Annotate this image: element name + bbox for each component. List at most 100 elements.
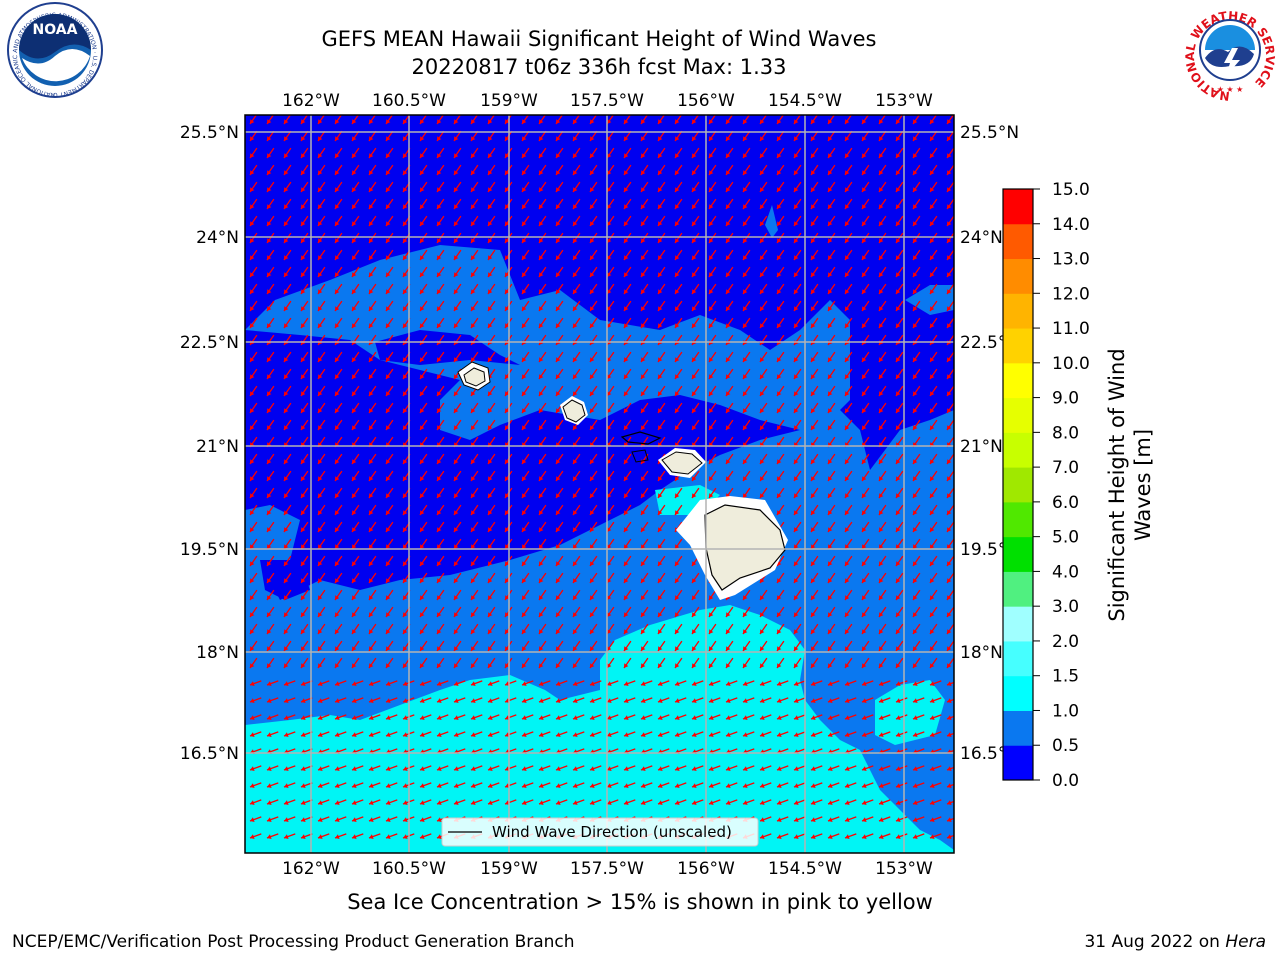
wind-arrow-head: [930, 119, 935, 124]
ocean-mid-patch: [765, 205, 778, 238]
wind-arrow-head: [539, 663, 544, 668]
wind-arrow-head: [828, 766, 833, 771]
wind-arrow-head: [471, 800, 476, 805]
colorbar-tick-label: 0.0: [1052, 771, 1079, 791]
wind-arrow-head: [743, 663, 748, 668]
wind-arrow-head: [845, 629, 850, 634]
wind-arrow-head: [811, 391, 816, 396]
top-lon-label: 162°W: [282, 91, 340, 111]
left-lat-label: 16.5°N: [180, 744, 239, 764]
wind-arrow-head: [862, 153, 867, 158]
wind-arrow-head: [641, 170, 646, 175]
wind-arrow-head: [590, 476, 595, 481]
wind-arrow-head: [862, 425, 867, 430]
wind-arrow-head: [862, 255, 867, 260]
wind-arrow-head: [420, 425, 425, 430]
wind-arrow-head: [301, 153, 306, 158]
wind-arrow-head: [437, 578, 442, 583]
wind-arrow-head: [760, 357, 765, 362]
wind-arrow-head: [862, 817, 867, 822]
wind-arrow-head: [658, 612, 663, 617]
wind-arrow-head: [471, 221, 476, 226]
wind-arrow-head: [658, 357, 663, 362]
wind-arrow-head: [743, 289, 748, 294]
wind-arrow-head: [777, 408, 782, 413]
wind-arrow-head: [335, 834, 340, 839]
wind-arrow-head: [760, 646, 765, 651]
wind-arrow-head: [658, 510, 663, 515]
wind-arrow-head: [301, 766, 306, 771]
map-area[interactable]: [245, 114, 958, 855]
wind-arrow-head: [828, 578, 833, 583]
wind-arrow-head: [947, 715, 952, 720]
wind-arrow-head: [437, 408, 442, 413]
top-lon-label: 160.5°W: [372, 91, 446, 111]
wind-arrow-head: [641, 544, 646, 549]
wind-arrow-head: [556, 408, 561, 413]
wind-arrow-head: [658, 187, 663, 192]
wind-arrow-head: [862, 834, 867, 839]
wind-arrow-head: [522, 544, 527, 549]
wind-arrow-head: [250, 834, 255, 839]
wind-arrow-head: [726, 153, 731, 158]
wind-arrow-head: [709, 681, 714, 686]
wind-arrow-head: [590, 306, 595, 311]
wind-arrow-head: [658, 578, 663, 583]
wind-arrow-head: [284, 510, 289, 515]
wind-arrow-head: [777, 681, 782, 686]
wind-arrow-head: [471, 561, 476, 566]
wind-arrow-head: [930, 459, 935, 464]
wind-arrow-head: [250, 153, 255, 158]
wind-arrow-head: [267, 544, 272, 549]
wind-arrow-head: [658, 153, 663, 158]
wind-arrow-head: [352, 493, 357, 498]
wind-arrow-head: [760, 817, 765, 822]
wind-arrow-head: [811, 578, 816, 583]
wind-arrow-head: [369, 204, 374, 209]
wind-arrow-head: [743, 681, 748, 686]
wind-arrow-head: [658, 800, 663, 805]
wind-arrow-head: [420, 732, 425, 737]
wind-arrow-head: [539, 681, 544, 686]
wind-arrow-head: [488, 136, 493, 141]
wind-arrow-head: [573, 306, 578, 311]
wind-arrow-head: [607, 187, 612, 192]
wind-arrow-head: [607, 681, 612, 686]
wind-arrow-head: [369, 766, 374, 771]
wind-arrow-head: [335, 459, 340, 464]
wind-arrow-head: [556, 595, 561, 600]
wind-arrow-head: [437, 153, 442, 158]
wind-arrow-head: [947, 357, 952, 362]
wind-arrow-head: [794, 119, 799, 124]
wind-arrow-head: [760, 732, 765, 737]
wind-arrow-head: [692, 391, 697, 396]
wind-arrow-head: [437, 698, 442, 703]
island-group: [457, 361, 788, 600]
wind-arrow-head: [335, 732, 340, 737]
wind-arrow-head: [471, 476, 476, 481]
wind-arrow-head: [879, 170, 884, 175]
top-lon-label: 159°W: [480, 91, 538, 111]
wind-arrow-head: [845, 612, 850, 617]
wind-arrow-head: [522, 561, 527, 566]
wind-arrow-head: [862, 783, 867, 788]
wind-arrow-head: [301, 374, 306, 379]
wind-arrow-head: [301, 272, 306, 277]
wind-arrow-head: [318, 783, 323, 788]
wind-arrow-head: [913, 698, 918, 703]
wind-arrow-head: [488, 170, 493, 175]
wind-arrow-head: [301, 783, 306, 788]
wind-arrow-head: [556, 715, 561, 720]
wind-arrow-head: [862, 646, 867, 651]
wind-arrow-head: [335, 527, 340, 532]
wind-arrow-head: [743, 170, 748, 175]
wind-arrow-head: [692, 323, 697, 328]
wind-arrow-head: [318, 510, 323, 515]
wind-arrow-head: [522, 170, 527, 175]
wind-arrow-head: [947, 595, 952, 600]
right-lat-label: 24°N: [960, 228, 1003, 248]
wind-arrow-head: [386, 646, 391, 651]
wind-arrow-head: [709, 357, 714, 362]
wind-arrow-head: [539, 544, 544, 549]
wind-arrow-head: [760, 136, 765, 141]
